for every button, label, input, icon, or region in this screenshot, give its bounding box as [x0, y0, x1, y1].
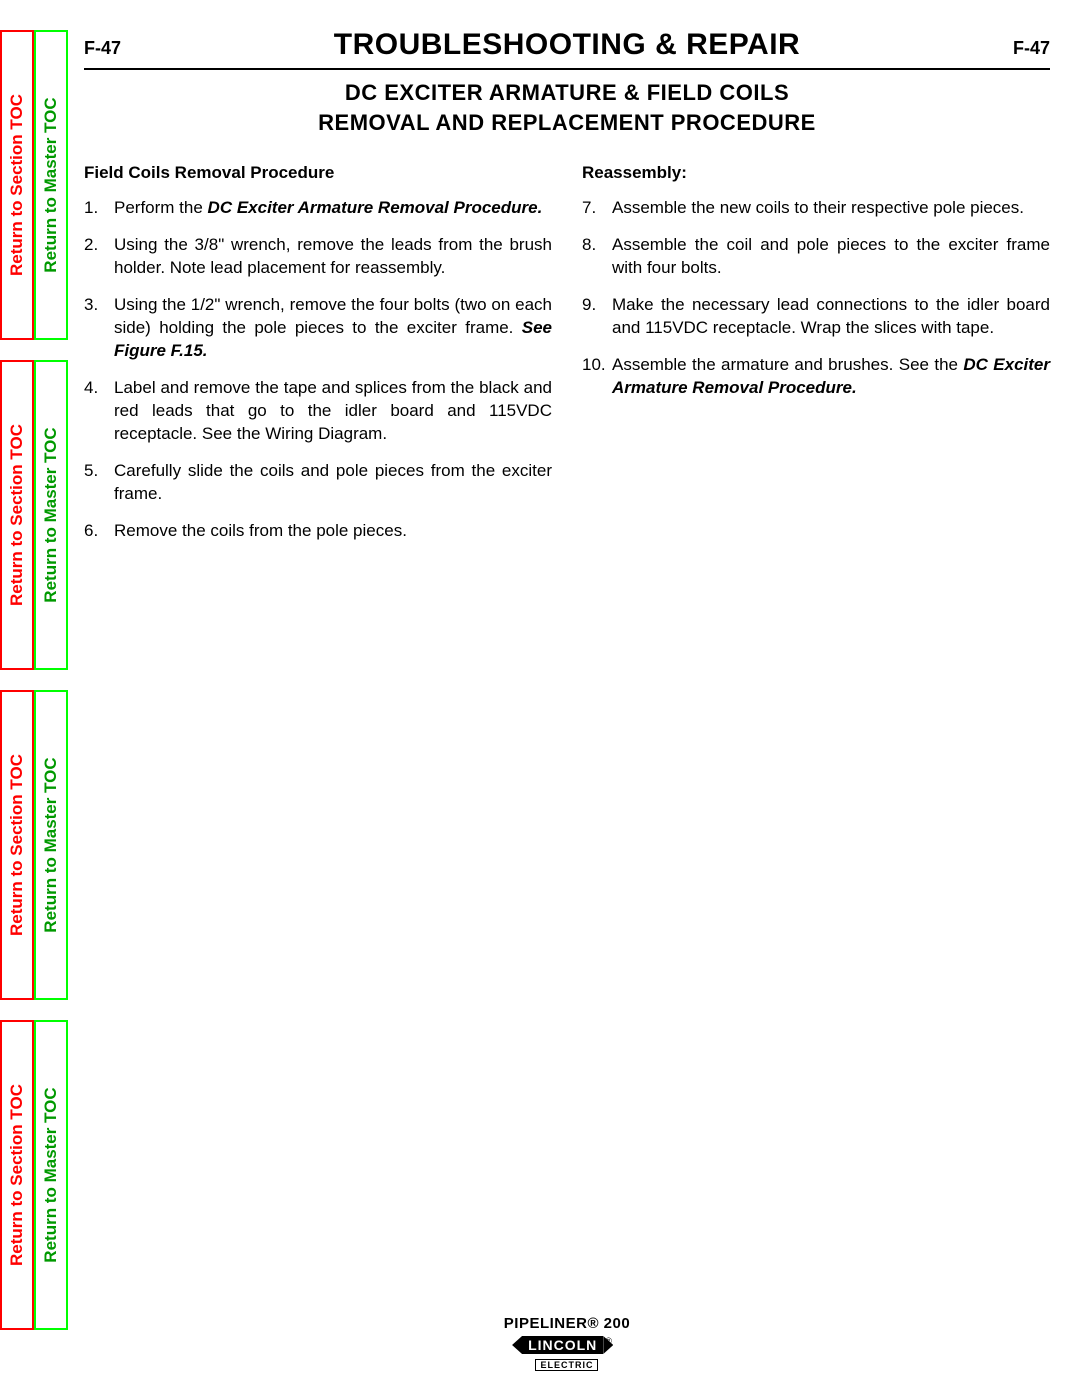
section-toc-tab[interactable]: Return to Section TOC [0, 360, 34, 670]
page-title: TROUBLESHOOTING & REPAIR [334, 28, 800, 62]
step-number: 10. [582, 354, 612, 400]
master-toc-tab[interactable]: Return to Master TOC [34, 30, 68, 340]
step-text: Make the necessary lead connections to t… [612, 294, 1050, 340]
section-toc-label: Return to Section TOC [7, 1084, 27, 1266]
step-item: 10.Assemble the armature and brushes. Se… [582, 354, 1050, 400]
content-area: F-47 TROUBLESHOOTING & REPAIR F-47 DC EX… [84, 28, 1050, 557]
master-toc-tab[interactable]: Return to Master TOC [34, 360, 68, 670]
step-text: Remove the coils from the pole pieces. [114, 520, 407, 543]
page-id-right: F-47 [1013, 38, 1050, 59]
step-text: Using the 3/8" wrench, remove the leads … [114, 234, 552, 280]
master-toc-label: Return to Master TOC [41, 97, 61, 272]
step-text: Using the 1/2" wrench, remove the four b… [114, 294, 552, 363]
master-toc-label: Return to Master TOC [41, 757, 61, 932]
step-item: 8.Assemble the coil and pole pieces to t… [582, 234, 1050, 280]
step-text: Assemble the coil and pole pieces to the… [612, 234, 1050, 280]
right-column: Reassembly: 7.Assemble the new coils to … [582, 159, 1050, 556]
step-text: Assemble the new coils to their respecti… [612, 197, 1024, 220]
step-item: 9.Make the necessary lead connections to… [582, 294, 1050, 340]
step-number: 7. [582, 197, 612, 220]
step-text: Assemble the armature and brushes. See t… [612, 354, 1050, 400]
step-number: 6. [84, 520, 114, 543]
step-number: 2. [84, 234, 114, 280]
step-number: 9. [582, 294, 612, 340]
logo-top-text: LINCOLN [522, 1336, 603, 1354]
step-item: 5.Carefully slide the coils and pole pie… [84, 460, 552, 506]
subtitle-line-1: DC EXCITER ARMATURE & FIELD COILS [345, 80, 789, 105]
step-item: 4.Label and remove the tape and splices … [84, 377, 552, 446]
page-footer: PIPELINER® 200 LINCOLN® ELECTRIC [84, 1315, 1050, 1373]
step-text: Label and remove the tape and splices fr… [114, 377, 552, 446]
section-toc-label: Return to Section TOC [7, 754, 27, 936]
section-toc-label: Return to Section TOC [7, 424, 27, 606]
step-number: 3. [84, 294, 114, 363]
columns: Field Coils Removal Procedure 1.Perform … [84, 159, 1050, 556]
step-number: 1. [84, 197, 114, 220]
logo-bottom-text: ELECTRIC [535, 1359, 598, 1371]
step-number: 8. [582, 234, 612, 280]
step-emphasis: DC Exciter Armature Removal Procedure. [612, 355, 1050, 397]
step-text: Carefully slide the coils and pole piece… [114, 460, 552, 506]
step-item: 7.Assemble the new coils to their respec… [582, 197, 1050, 220]
step-item: 3.Using the 1/2" wrench, remove the four… [84, 294, 552, 363]
page-subtitle: DC EXCITER ARMATURE & FIELD COILS REMOVA… [84, 78, 1050, 137]
left-column: Field Coils Removal Procedure 1.Perform … [84, 159, 552, 556]
step-text: Perform the DC Exciter Armature Removal … [114, 197, 542, 220]
header-row: F-47 TROUBLESHOOTING & REPAIR F-47 [84, 28, 1050, 62]
right-heading: Reassembly: [582, 163, 1050, 183]
header-rule [84, 68, 1050, 70]
step-item: 1.Perform the DC Exciter Armature Remova… [84, 197, 552, 220]
left-heading: Field Coils Removal Procedure [84, 163, 552, 183]
step-emphasis: See Figure F.15. [114, 318, 552, 360]
master-toc-label: Return to Master TOC [41, 427, 61, 602]
master-toc-tab[interactable]: Return to Master TOC [34, 1020, 68, 1330]
master-toc-label: Return to Master TOC [41, 1087, 61, 1262]
step-emphasis: DC Exciter Armature Removal Procedure. [208, 198, 543, 217]
section-toc-tab[interactable]: Return to Section TOC [0, 1020, 34, 1330]
step-number: 5. [84, 460, 114, 506]
left-steps-list: 1.Perform the DC Exciter Armature Remova… [84, 197, 552, 542]
step-number: 4. [84, 377, 114, 446]
section-toc-label: Return to Section TOC [7, 94, 27, 276]
page-id-left: F-47 [84, 38, 121, 59]
brand-logo: LINCOLN® ELECTRIC [522, 1336, 612, 1373]
step-item: 2.Using the 3/8" wrench, remove the lead… [84, 234, 552, 280]
page: Return to Section TOC Return to Master TO… [0, 0, 1080, 1397]
section-toc-tab[interactable]: Return to Section TOC [0, 30, 34, 340]
master-toc-tab[interactable]: Return to Master TOC [34, 690, 68, 1000]
step-item: 6.Remove the coils from the pole pieces. [84, 520, 552, 543]
footer-model: PIPELINER® 200 [84, 1315, 1050, 1332]
subtitle-line-2: REMOVAL AND REPLACEMENT PROCEDURE [318, 110, 816, 135]
section-toc-tab[interactable]: Return to Section TOC [0, 690, 34, 1000]
right-steps-list: 7.Assemble the new coils to their respec… [582, 197, 1050, 400]
